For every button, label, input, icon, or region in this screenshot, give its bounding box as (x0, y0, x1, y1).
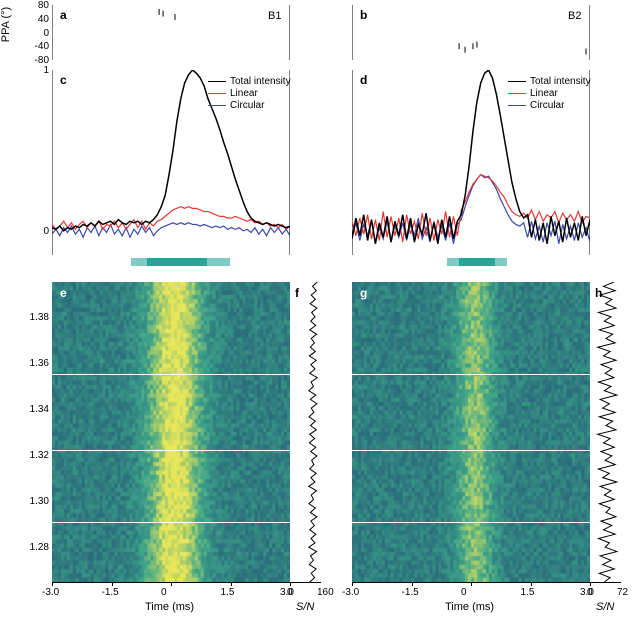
label-h: h (595, 286, 602, 300)
label-d: d (360, 73, 367, 87)
legend-b1: Total intensityLinearCircular (208, 76, 291, 112)
label-f: f (295, 286, 299, 300)
xlabel-snr-b1: S/N (296, 601, 314, 613)
burst-b1: B1 (268, 10, 281, 22)
x-axis-b2 (352, 582, 621, 583)
xlabel-snr-b2: S/N (596, 601, 614, 613)
panel-f-snr (291, 282, 321, 582)
panel-a-ppa (52, 5, 290, 60)
burst-b2: B2 (568, 10, 581, 22)
xlabel-time-b1: Time (ms) (145, 601, 194, 613)
legend-b2: Total intensityLinearCircular (508, 76, 591, 112)
label-a: a (60, 8, 67, 22)
label-g: g (360, 286, 367, 300)
panel-h-snr (591, 282, 621, 582)
panel-e-spectrogram (52, 282, 290, 582)
label-c: c (60, 73, 67, 87)
panel-g-spectrogram (352, 282, 590, 582)
ylabel-ppa: PPA (°) (0, 0, 12, 52)
label-e: e (60, 286, 67, 300)
xlabel-time-b2: Time (ms) (445, 601, 494, 613)
x-axis-b1 (52, 582, 321, 583)
panel-b-ppa (352, 5, 590, 60)
label-b: b (360, 8, 367, 22)
